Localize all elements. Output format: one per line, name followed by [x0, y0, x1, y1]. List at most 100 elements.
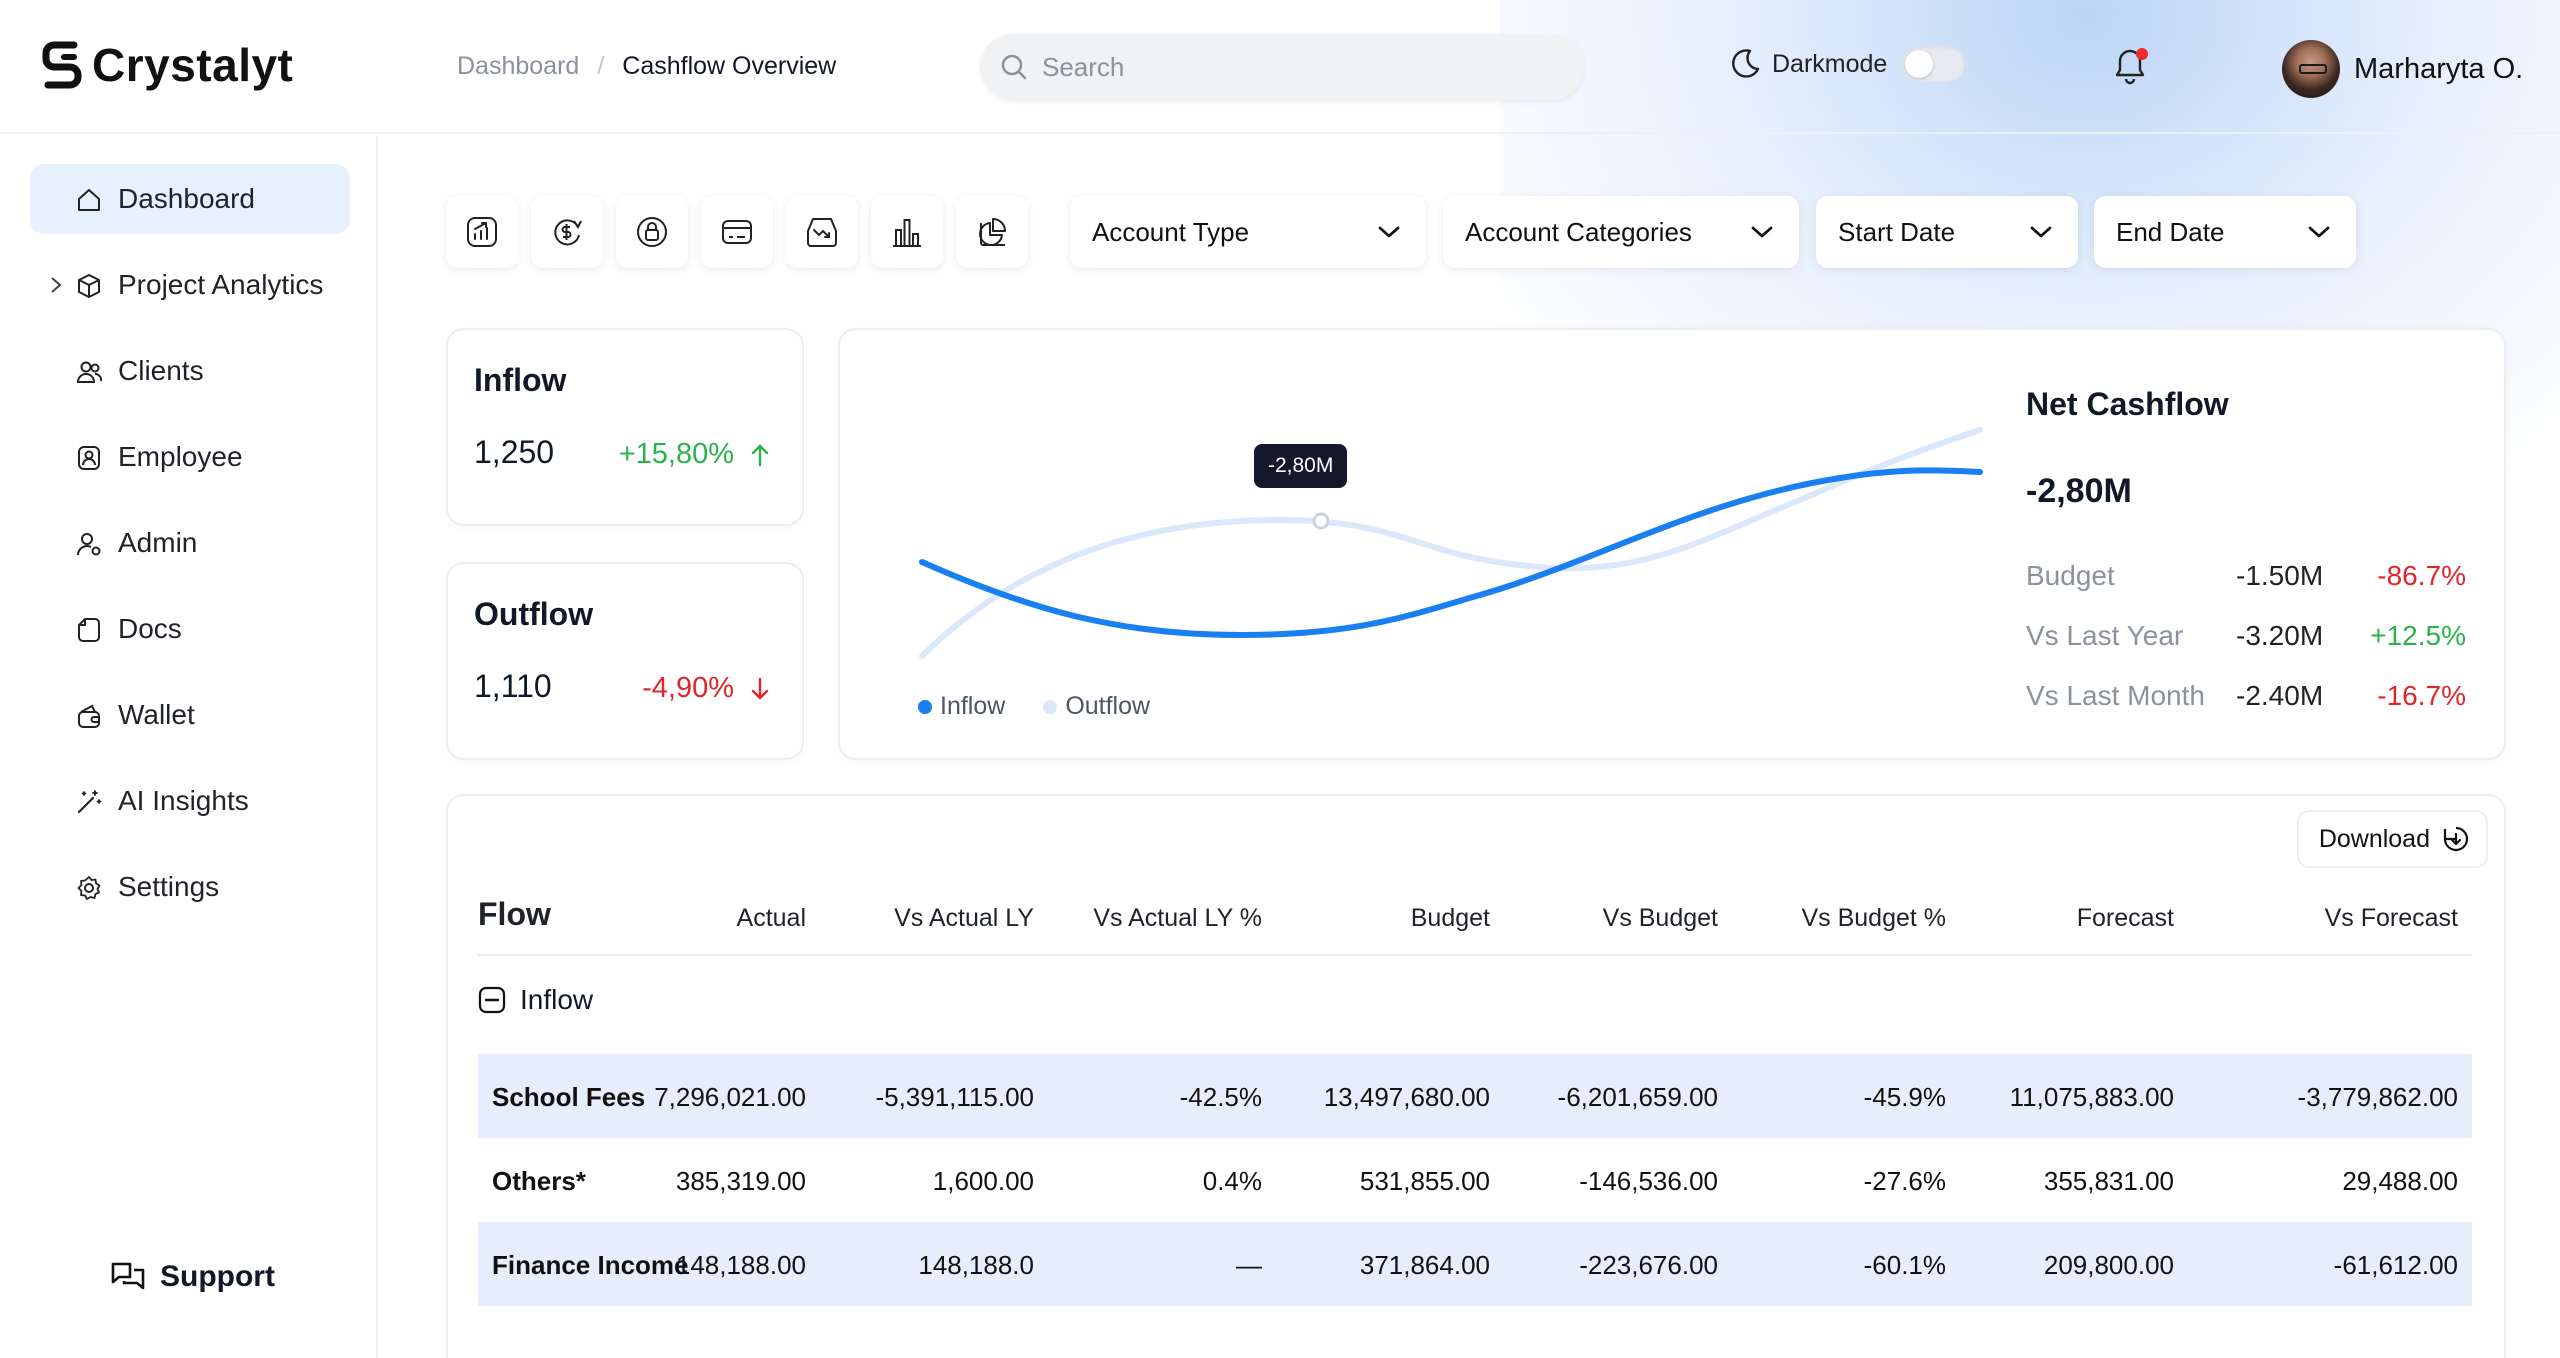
outflow-change: -4,90% [642, 672, 772, 705]
cell-vs-actual-ly-pct: — [1236, 1250, 1262, 1280]
sidebar-item-label: Docs [118, 613, 182, 644]
dollar-refresh-icon [554, 219, 582, 246]
dollar-refresh-button[interactable] [531, 196, 603, 268]
legend-label-inflow: Inflow [940, 692, 1006, 720]
cell-forecast: 11,075,883.00 [2009, 1082, 2174, 1112]
tooltip-anchor-point[interactable] [1312, 512, 1330, 530]
breadcrumb-dashboard-link[interactable]: Dashboard [457, 52, 580, 80]
legend-item-inflow[interactable]: Inflow [918, 692, 1005, 721]
chat-bubbles-icon [111, 1262, 145, 1290]
bar-chart-icon [893, 219, 921, 247]
cell-forecast: 355,831.00 [2043, 1166, 2174, 1196]
cashflow-line-chart [919, 427, 1983, 659]
support-button[interactable]: Support [110, 1260, 275, 1294]
net-row-label: Budget [2026, 560, 2115, 591]
end-date-dropdown[interactable]: End Date [2094, 196, 2356, 268]
cell-vs-budget: -146,536.00 [1579, 1166, 1718, 1196]
cell-vs-actual-ly-pct: 0.4% [1202, 1166, 1262, 1196]
chart-tooltip: -2,80M [1254, 444, 1348, 488]
user-gear-icon [77, 533, 101, 556]
chart-legend: Inflow Outflow [918, 692, 1188, 721]
cell-vs-forecast: -3,779,862.00 [2297, 1082, 2458, 1112]
trend-down-button[interactable] [786, 196, 858, 268]
net-row-change: -86.7% [2377, 560, 2466, 591]
credit-card-button[interactable] [701, 196, 773, 268]
col-header-vs-forecast[interactable]: Vs Forecast [2324, 904, 2458, 932]
darkmode-toggle[interactable] [1901, 46, 1966, 82]
col-header-vs-budget[interactable]: Vs Budget [1602, 904, 1718, 932]
cell-vs-forecast: 29,488.00 [2342, 1166, 2458, 1196]
end-date-label: End Date [2116, 216, 2225, 247]
legend-label-outflow: Outflow [1065, 692, 1151, 720]
id-badge-icon [78, 446, 100, 470]
col-header-forecast[interactable]: Forecast [2076, 904, 2174, 932]
cell-vs-actual-ly: -5,391,115.00 [875, 1082, 1034, 1112]
document-icon [78, 618, 100, 642]
trend-down-icon [807, 218, 837, 247]
sidebar-item-docs[interactable]: Docs [30, 594, 350, 664]
collapse-icon[interactable] [478, 986, 506, 1014]
table-row[interactable]: Others* 385,319.00 1,600.00 0.4% 531,855… [478, 1138, 2472, 1222]
sidebar-item-admin[interactable]: Admin [30, 508, 350, 578]
download-button[interactable]: Download [2296, 810, 2488, 868]
col-header-vs-budget-pct[interactable]: Vs Budget % [1801, 904, 1946, 932]
table-header: Flow Actual Vs Actual LY Vs Actual LY % … [478, 896, 2472, 956]
col-header-budget[interactable]: Budget [1410, 904, 1490, 932]
outflow-value: 1,110 [474, 668, 552, 704]
legend-item-outflow[interactable]: Outflow [1043, 692, 1150, 721]
col-header-actual[interactable]: Actual [736, 904, 806, 932]
row-name: Finance Income [492, 1250, 689, 1280]
table-row[interactable]: School Fees 7,296,021.00 -5,391,115.00 -… [478, 1054, 2472, 1138]
group-inflow[interactable]: Inflow [478, 984, 593, 1016]
outflow-card: Outflow 1,110 -4,90% [446, 562, 804, 760]
bar-chart-button[interactable] [871, 196, 943, 268]
chart-growth-icon [467, 217, 497, 247]
net-cashflow-value: -2,80M [2026, 472, 2132, 510]
cell-vs-budget-pct: -27.6% [1863, 1166, 1946, 1196]
net-row-value: -1.50M [2236, 560, 2324, 591]
app-logo[interactable]: Crystalyt [40, 38, 293, 92]
cell-vs-actual-ly-pct: -42.5% [1179, 1082, 1262, 1112]
account-categories-dropdown[interactable]: Account Categories [1443, 196, 1799, 268]
cell-actual: 7,296,021.00 [654, 1082, 806, 1112]
breadcrumb-separator: / [597, 52, 605, 80]
col-header-vs-actual-ly[interactable]: Vs Actual LY [894, 904, 1034, 932]
sidebar-item-wallet[interactable]: Wallet [30, 680, 350, 750]
chevron-right-icon[interactable] [48, 274, 64, 296]
inflow-card: Inflow 1,250 +15,80% [446, 328, 804, 526]
cell-vs-forecast: -61,612.00 [2333, 1250, 2458, 1280]
pie-chart-button[interactable] [956, 196, 1028, 268]
notifications-button[interactable] [2112, 46, 2152, 90]
account-type-label: Account Type [1092, 216, 1250, 247]
account-type-dropdown[interactable]: Account Type [1070, 196, 1426, 268]
app-name: Crystalyt [92, 39, 294, 91]
credit-card-icon [722, 220, 752, 244]
lock-button[interactable] [616, 196, 688, 268]
table-row[interactable]: Finance Income 148,188.00 148,188.0 — 37… [478, 1222, 2472, 1306]
start-date-dropdown[interactable]: Start Date [1816, 196, 2078, 268]
home-icon [78, 189, 100, 211]
search-bar[interactable] [980, 34, 1584, 100]
notification-badge [2136, 48, 2148, 60]
sidebar-item-clients[interactable]: Clients [30, 336, 350, 406]
support-label: Support [160, 1260, 275, 1293]
chart-growth-button[interactable] [446, 196, 518, 268]
cell-vs-budget: -223,676.00 [1579, 1250, 1718, 1280]
sidebar-item-project-analytics[interactable]: Project Analytics [30, 250, 350, 320]
net-row-value: -3.20M [2236, 620, 2324, 651]
chevron-down-icon [2030, 226, 2052, 238]
user-profile[interactable]: Marharyta O. [2282, 40, 2523, 98]
sidebar-item-dashboard[interactable]: Dashboard [30, 164, 350, 234]
legend-dot-outflow [1043, 699, 1058, 714]
col-header-vs-actual-ly-pct[interactable]: Vs Actual LY % [1093, 904, 1262, 932]
sidebar-item-employee[interactable]: Employee [30, 422, 350, 492]
sidebar-item-settings[interactable]: Settings [30, 852, 350, 922]
cell-forecast: 209,800.00 [2043, 1250, 2174, 1280]
cell-budget: 13,497,680.00 [1323, 1082, 1490, 1112]
search-input[interactable] [1042, 51, 1562, 83]
net-row-change: -16.7% [2377, 680, 2466, 711]
avatar[interactable] [2282, 40, 2340, 98]
col-header-flow: Flow [478, 896, 551, 932]
sidebar-item-ai-insights[interactable]: AI Insights [30, 766, 350, 836]
net-cashflow-title: Net Cashflow [2026, 386, 2229, 422]
